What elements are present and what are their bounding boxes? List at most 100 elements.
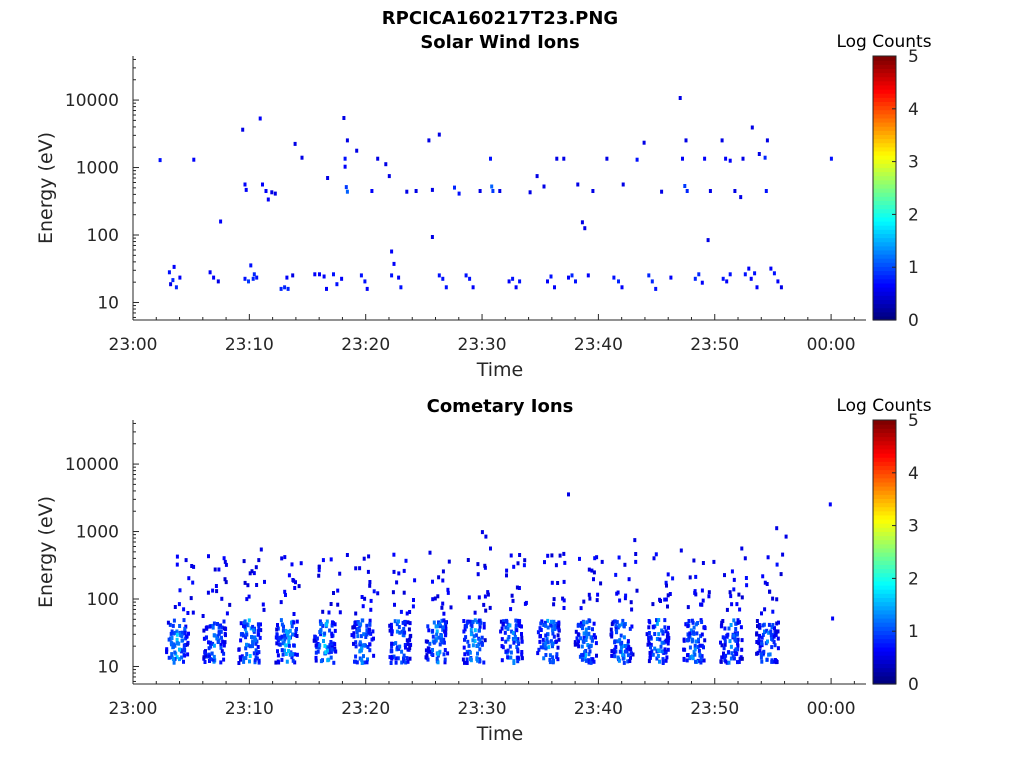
heatmap-cell: [174, 285, 178, 290]
heatmap-cell: [407, 627, 411, 632]
heatmap-cell: [541, 637, 545, 642]
heatmap-cell: [398, 644, 402, 649]
heatmap-cell: [539, 645, 543, 650]
heatmap-cell: [426, 657, 430, 662]
heatmap-cell: [314, 658, 318, 663]
heatmap-cell: [628, 659, 632, 663]
heatmap-cell: [616, 655, 620, 660]
heatmap-cell: [729, 644, 733, 649]
heatmap-cell: [444, 285, 448, 290]
colorbar-swatch: [873, 142, 896, 148]
heatmap-cell: [325, 622, 329, 627]
heatmap-cell: [243, 182, 247, 187]
heatmap-cell: [228, 602, 232, 607]
heatmap-cell: [254, 565, 258, 570]
heatmap-cell: [779, 572, 783, 577]
heatmap-cell: [247, 594, 251, 599]
heatmap-cell: [726, 632, 730, 637]
heatmap-cell: [623, 596, 627, 601]
heatmap-cell: [276, 626, 280, 631]
heatmap-cell: [758, 648, 762, 653]
heatmap-cell: [284, 652, 288, 656]
heatmap-cell: [629, 651, 633, 656]
heatmap-cell: [327, 610, 331, 615]
heatmap-cell: [738, 607, 742, 612]
heatmap-cell: [693, 647, 697, 652]
heatmap-cell: [462, 629, 466, 634]
heatmap-cell: [520, 650, 524, 654]
heatmap-cell: [438, 642, 442, 647]
heatmap-cell: [619, 633, 623, 638]
heatmap-cell: [404, 558, 408, 563]
heatmap-cell: [576, 632, 580, 637]
heatmap-cell: [658, 597, 662, 602]
heatmap-cell: [392, 552, 396, 557]
heatmap-cell: [730, 602, 734, 607]
heatmap-cell: [484, 534, 488, 539]
heatmap-cell: [330, 634, 334, 639]
heatmap-cell: [476, 572, 480, 577]
heatmap-cell: [466, 558, 470, 562]
heatmap-cell: [167, 270, 171, 275]
colorbar-swatch: [873, 97, 896, 102]
heatmap-cell: [682, 647, 686, 652]
heatmap-cell: [319, 632, 323, 637]
heatmap-cell: [413, 578, 417, 583]
heatmap-cell: [401, 620, 405, 625]
heatmap-cell: [483, 638, 487, 643]
heatmap-cell: [173, 605, 177, 609]
x-tick-label: 23:40: [574, 335, 623, 355]
heatmap-cell: [253, 658, 257, 663]
heatmap-cell: [753, 271, 757, 276]
heatmap-cell: [765, 138, 769, 143]
x-tick-label: 23:10: [225, 699, 274, 719]
heatmap-cell: [408, 646, 412, 650]
heatmap-cell: [630, 624, 634, 629]
heatmap-cell: [247, 279, 250, 284]
heatmap-cell: [256, 622, 260, 627]
heatmap-cell: [476, 644, 480, 648]
heatmap-cell: [288, 628, 292, 633]
heatmap-cell: [547, 645, 551, 650]
colorbar-swatch: [873, 477, 896, 483]
heatmap-cell: [772, 271, 776, 276]
heatmap-cell: [389, 661, 393, 665]
heatmap-cell: [551, 641, 555, 646]
heatmap-cell: [654, 286, 658, 291]
heatmap-cell: [773, 643, 777, 648]
solar-wind-ions-panel: Solar Wind Ions 23:00 23:10 23:20 23:30 23:4…: [35, 32, 932, 381]
heatmap-cell: [552, 634, 556, 639]
heatmap-cell: [755, 640, 759, 644]
heatmap-cell: [171, 657, 175, 661]
heatmap-cell: [356, 620, 360, 625]
heatmap-cell: [586, 273, 590, 278]
heatmap-cell: [178, 624, 182, 628]
heatmap-cell: [540, 619, 544, 624]
heatmap-cell: [551, 655, 555, 660]
heatmap-cell: [256, 645, 260, 649]
heatmap-cell: [325, 619, 329, 624]
heatmap-cell: [552, 619, 556, 624]
heatmap-cell: [757, 641, 761, 646]
heatmap-cell: [330, 631, 334, 636]
heatmap-cell: [701, 598, 705, 603]
heatmap-cell: [613, 654, 617, 659]
heatmap-cell: [699, 657, 703, 662]
heatmap-cell: [665, 583, 668, 588]
heatmap-cell: [518, 553, 522, 557]
colorbar-swatch: [873, 572, 896, 578]
heatmap-cell: [573, 642, 577, 647]
heatmap-cell: [252, 628, 256, 633]
heatmap-cell: [318, 619, 322, 624]
heatmap-cell: [290, 624, 294, 629]
heatmap-cell: [693, 643, 697, 648]
heatmap-cell: [706, 238, 710, 243]
heatmap-cell: [734, 627, 738, 631]
heatmap-cell: [765, 628, 769, 633]
heatmap-cell: [277, 642, 281, 647]
heatmap-cell: [769, 266, 773, 271]
heatmap-cell: [747, 266, 751, 271]
colorbar-swatch: [873, 245, 896, 251]
heatmap-cell: [697, 648, 701, 653]
heatmap-cell: [327, 646, 331, 651]
